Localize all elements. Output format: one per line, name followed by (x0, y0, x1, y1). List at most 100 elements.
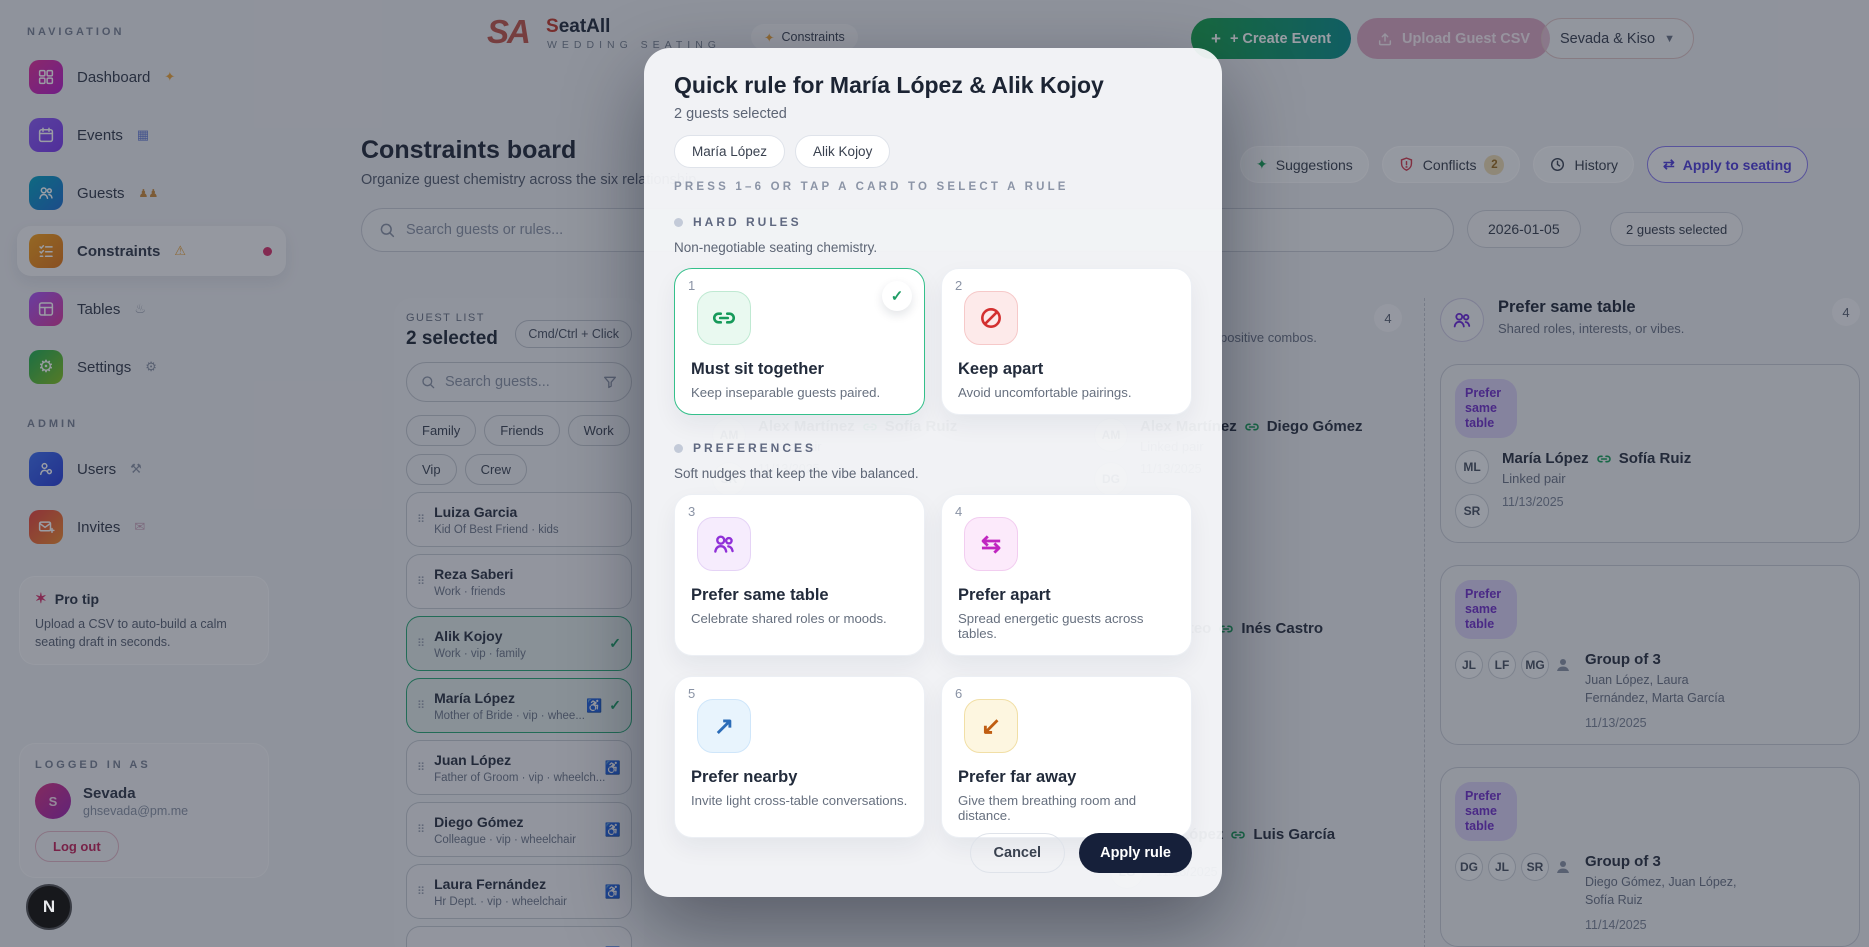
guest-row-selected[interactable]: ⠿ Alik Kojoy Work · vip · family ✓ (406, 616, 632, 671)
guest-row[interactable]: ⠿ Diego Gómez Colleague · vip · wheelchai… (406, 802, 632, 857)
app-logo: SA (487, 13, 531, 50)
search-icon (420, 374, 436, 390)
apply-to-seating-button[interactable]: ⇄ Apply to seating (1647, 146, 1808, 183)
filter-chip-vip[interactable]: Vip (406, 454, 457, 485)
board-toolbar: ✦ Suggestions Conflicts 2 History ⇄ Appl… (1240, 146, 1808, 183)
admin-section-title: ADMIN (27, 418, 79, 430)
sidebar-item-users[interactable]: Users ⚒ (17, 444, 286, 494)
section-heading: PREFERENCES (693, 441, 817, 455)
wheelchair-icon: ♿ (604, 821, 621, 837)
tools-emoji: ⚒ (130, 461, 142, 476)
same-table-card[interactable]: Prefer same table ML SR María López Sofí… (1440, 364, 1860, 543)
avatar: S (35, 783, 71, 820)
guest-search[interactable] (406, 362, 632, 402)
filter-icon[interactable] (602, 374, 618, 390)
logged-in-card: LOGGED IN AS S Sevada ghsevada@pm.me Log… (19, 743, 269, 879)
user-name: Sevada (83, 784, 136, 802)
sidebar-item-label: Tables (77, 300, 121, 318)
sidebar-item-label: Constraints (77, 242, 161, 260)
rule-card-prefer-same-table[interactable]: 3 Prefer same table Celebrate shared rol… (674, 494, 925, 656)
column-subtitle: Shared roles, interests, or vibes. (1498, 321, 1685, 336)
rule-card-keep-apart[interactable]: 2 Keep apart Avoid uncomfortable pairing… (941, 268, 1192, 415)
rule-card-prefer-apart[interactable]: 4 ⇆ Prefer apart Spread energetic guests… (941, 494, 1192, 656)
guest-row[interactable]: ⠿ Luiza Garcia Kid Of Best Friend · kids (406, 492, 632, 547)
rule-card-must-sit-together[interactable]: 1 ✓ Must sit together Keep inseparable g… (674, 268, 925, 415)
pro-tip-card: ✶ Pro tip Upload a CSV to auto-build a c… (19, 576, 269, 666)
suggestions-button[interactable]: ✦ Suggestions (1240, 146, 1369, 183)
sidebar-item-settings[interactable]: ⚙ Settings ⚙ (17, 342, 286, 392)
dashboard-grid-icon (29, 60, 63, 94)
link-icon (1230, 827, 1246, 843)
drag-handle-icon[interactable]: ⠿ (417, 638, 426, 650)
sidebar-item-guests[interactable]: Guests ♟♟ (17, 168, 286, 218)
avatar: DG (1455, 853, 1483, 881)
log-out-button[interactable]: Log out (35, 831, 119, 863)
chevron-down-icon: ▼ (1664, 32, 1676, 45)
sidebar-item-dashboard[interactable]: Dashboard ✦ (17, 52, 286, 102)
same-table-card[interactable]: Prefer same table JL LF MG Group of 3 Ju… (1440, 565, 1860, 745)
gear-emoji: ⚙ (145, 359, 157, 374)
drag-handle-icon[interactable]: ⠿ (417, 824, 426, 836)
section-caption: Soft nudges that keep the vibe balanced. (674, 466, 919, 481)
quick-rule-modal: Quick rule for María López & Alik Kojoy … (644, 48, 1222, 897)
create-event-button[interactable]: + + Create Event (1191, 18, 1352, 59)
pro-tip-title: Pro tip (54, 590, 100, 607)
filter-chip-family[interactable]: Family (406, 415, 477, 446)
warning-emoji: ⚠ (174, 243, 186, 258)
sidebar-item-constraints[interactable]: Constraints ⚠ (17, 226, 286, 276)
rule-card-prefer-far-away[interactable]: 6 ↙ Prefer far away Give them breathing … (941, 676, 1192, 838)
rule-card-prefer-nearby[interactable]: 5 ↗ Prefer nearby Invite light cross-tab… (674, 676, 925, 838)
swap-arrows-icon: ⇆ (964, 517, 1018, 571)
avatar: JL (1488, 853, 1516, 881)
conflicts-count-badge: 2 (1484, 154, 1505, 175)
guest-list-selected-count: 2 selected (406, 328, 498, 349)
drag-handle-icon[interactable]: ⠿ (417, 514, 426, 526)
sidebar-item-invites[interactable]: Invites ✉ (17, 502, 286, 552)
same-table-card[interactable]: Prefer same table DG JL SR Group of 3 Di… (1440, 767, 1860, 947)
drag-handle-icon[interactable]: ⠿ (417, 762, 426, 774)
guest-chip: Alik Kojoy (795, 135, 891, 168)
avatar: SR (1455, 494, 1489, 528)
nav-section-title: NAVIGATION (27, 26, 125, 38)
wheelchair-icon: ♿ (604, 759, 621, 775)
couple-selector[interactable]: Sevada & Kiso ▼ (1541, 18, 1695, 59)
guest-row[interactable]: ⠿ Reza Saberi Work · friends (406, 554, 632, 609)
link-icon (1244, 419, 1260, 435)
sidebar: NAVIGATION Dashboard ✦ Events ▦ Guests ♟… (0, 0, 300, 947)
filter-chip-crew[interactable]: Crew (464, 454, 527, 485)
guest-row[interactable]: ⠿ Juan López Father of Groom · vip · whee… (406, 740, 632, 795)
history-button[interactable]: History (1533, 146, 1635, 183)
rule-type-badge: Prefer same table (1455, 782, 1517, 841)
avatar: ML (1455, 450, 1489, 484)
guest-row-selected[interactable]: ⠿ María López Mother of Bride · vip · whe… (406, 678, 632, 733)
person-icon (1554, 858, 1572, 876)
avatar: JL (1455, 651, 1483, 679)
sidebar-item-label: Events (77, 126, 123, 144)
notification-dot (263, 246, 272, 256)
cancel-button[interactable]: Cancel (969, 833, 1066, 873)
search-icon (378, 221, 396, 239)
n-widget-button[interactable]: N (26, 884, 72, 930)
sidebar-item-events[interactable]: Events ▦ (17, 110, 286, 160)
drag-handle-icon[interactable]: ⠿ (417, 886, 426, 898)
date-filter[interactable]: 2026-01-05 (1467, 210, 1581, 248)
upload-guest-csv-button[interactable]: Upload Guest CSV (1357, 18, 1551, 59)
page-badge: ✦ Constraints (751, 24, 858, 50)
conflicts-button[interactable]: Conflicts 2 (1381, 146, 1521, 183)
sidebar-item-tables[interactable]: Tables ♨ (17, 284, 286, 334)
guest-search-input[interactable] (445, 374, 593, 390)
guest-row[interactable]: ⠿ Laura Fernández Hr Dept. · vip · wheelc… (406, 864, 632, 919)
guest-list-title: GUEST LIST (406, 312, 485, 324)
drag-handle-icon[interactable]: ⠿ (417, 576, 426, 588)
filter-chip-friends[interactable]: Friends (484, 415, 560, 446)
apply-rule-button[interactable]: Apply rule (1079, 833, 1192, 873)
filter-chip-work[interactable]: Work (567, 415, 630, 446)
check-icon: ✓ (609, 697, 621, 713)
prefer-same-table-column: Prefer same table Shared roles, interest… (1424, 298, 1860, 947)
page-title: Constraints board (361, 136, 577, 164)
arrow-down-left-icon: ↙ (964, 699, 1018, 753)
guest-row[interactable]: ⠿ Carla Nuñez ♿ (406, 926, 632, 947)
drag-handle-icon[interactable]: ⠿ (417, 700, 426, 712)
checklist-icon (29, 234, 63, 268)
user-email: ghsevada@pm.me (83, 803, 189, 818)
